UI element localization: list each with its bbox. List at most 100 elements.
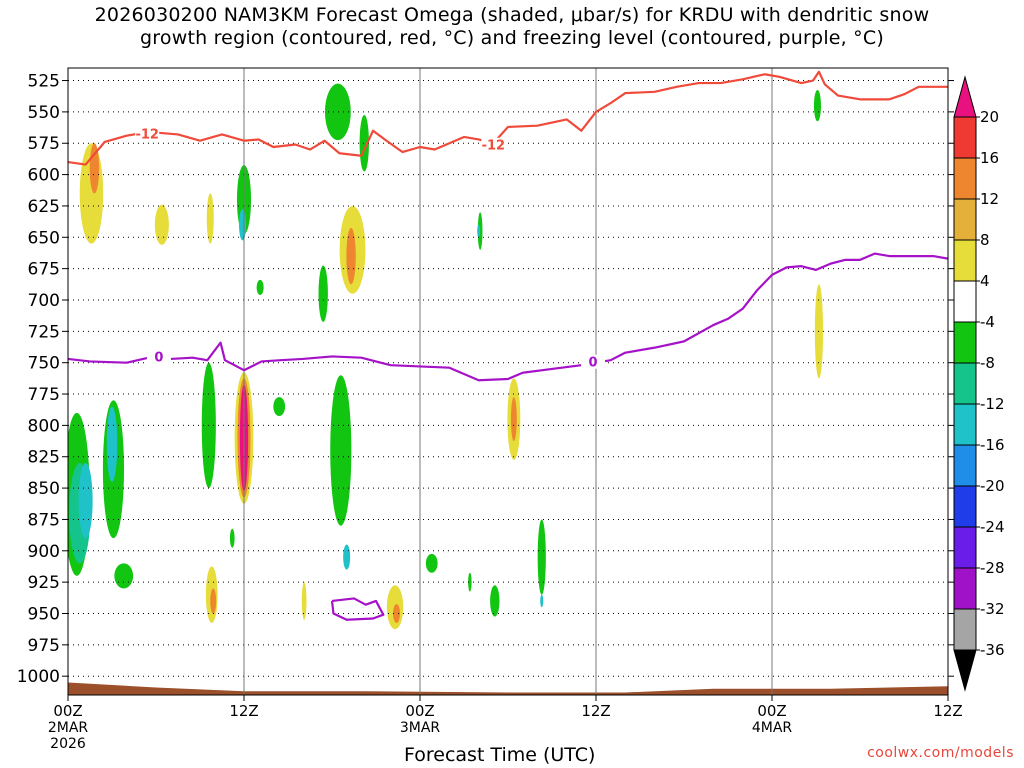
omega-blob <box>330 375 352 526</box>
omega-blob <box>210 588 217 614</box>
omega-blob <box>510 397 517 442</box>
colorbar-label: 4 <box>980 272 990 290</box>
colorbar-bin <box>953 116 977 159</box>
omega-blob <box>813 89 821 122</box>
colorbar-bin <box>953 239 977 282</box>
x-tick-label: 12Z <box>581 702 610 720</box>
x-tick-label: 2026 <box>50 736 86 752</box>
omega-blob <box>273 397 286 416</box>
colorbar-label: 16 <box>980 149 999 167</box>
omega-blob <box>468 572 472 592</box>
snow-growth-contour-line <box>68 70 948 166</box>
colorbar-label: -8 <box>980 354 995 372</box>
omega-blob <box>324 83 351 141</box>
omega-blob <box>106 406 118 482</box>
omega-blob <box>537 519 546 595</box>
omega-blob <box>490 585 500 617</box>
y-tick-label: 725 <box>28 322 60 342</box>
freezing-level-contour-label-bg <box>581 354 606 369</box>
y-tick-label: 925 <box>28 573 60 593</box>
colorbar-bin <box>953 608 977 651</box>
omega-blob <box>239 209 247 241</box>
y-tick-label: 825 <box>28 448 60 468</box>
colorbar-bin <box>953 157 977 200</box>
colorbar-bin <box>953 362 977 405</box>
x-tick-label: 4MAR <box>752 720 793 736</box>
omega-shading-layer <box>68 38 824 630</box>
y-tick-label: 525 <box>28 72 60 92</box>
y-tick-label: 625 <box>28 197 60 217</box>
x-tick-label: 00Z <box>757 702 786 720</box>
colorbar-bin <box>953 444 977 487</box>
freezing-level-contour-label: 0 <box>589 356 598 371</box>
watermark: coolwx.com/models <box>867 745 1014 761</box>
omega-blob <box>540 594 544 608</box>
y-tick-label: 900 <box>28 542 60 562</box>
plot-frame <box>67 67 949 696</box>
x-tick-label: 00Z <box>405 702 434 720</box>
omega-blob <box>477 224 481 238</box>
y-tick-label: 775 <box>28 385 60 405</box>
y-tick-label: 750 <box>28 354 60 374</box>
chart-title: 2026030200 NAM3KM Forecast Omega (shaded… <box>0 4 1024 50</box>
colorbar-label: -36 <box>980 641 1005 659</box>
gridlines <box>68 68 948 695</box>
snow-growth-contour-label-bg <box>135 126 160 141</box>
x-tick-label: 12Z <box>933 702 962 720</box>
omega-blob <box>425 553 438 573</box>
snow-growth-contour-label-bg <box>481 137 506 152</box>
colorbar-label: -28 <box>980 559 1005 577</box>
colorbar-bin <box>953 526 977 569</box>
contour-layer: -12 -12 0 0 <box>68 70 948 621</box>
snow-growth-contour-label: -12 <box>482 139 506 154</box>
colorbar: 20 16 12 8 4 -4 -8 -12 -16 -20 -24 -28 -32 -36 <box>953 75 1005 692</box>
omega-blob <box>343 544 351 570</box>
colorbar-label: -16 <box>980 436 1005 454</box>
chart-title-line2: growth region (contoured, red, °C) and f… <box>140 27 884 49</box>
y-tick-label: 675 <box>28 260 60 280</box>
x-tick-label: 2MAR <box>48 720 89 736</box>
omega-blob <box>78 463 93 539</box>
colorbar-bottom-arrow <box>953 649 977 692</box>
freezing-level-contour-label-bg <box>146 349 171 364</box>
omega-blob <box>318 265 328 322</box>
omega-blob <box>114 563 134 589</box>
colorbar-label: 8 <box>980 231 990 249</box>
y-tick-label: 1000 <box>17 667 60 687</box>
axes: 525 550 575 600 625 650 675 700 725 750 775 800 825 8… <box>17 72 963 752</box>
colorbar-label: -4 <box>980 313 995 331</box>
omega-blob <box>206 193 214 244</box>
colorbar-label: -12 <box>980 395 1005 413</box>
colorbar-bin <box>953 567 977 610</box>
colorbar-label: 20 <box>980 108 999 126</box>
y-tick-label: 850 <box>28 479 60 499</box>
freezing-level-contour-line <box>68 252 948 382</box>
colorbar-bin <box>953 321 977 364</box>
y-tick-label: 575 <box>28 134 60 154</box>
terrain-fill <box>68 682 948 695</box>
y-tick-label: 800 <box>28 416 60 436</box>
colorbar-label: -20 <box>980 477 1005 495</box>
terrain-layer <box>68 682 948 695</box>
colorbar-bin <box>953 280 977 323</box>
y-tick-label: 550 <box>28 103 60 123</box>
colorbar-bin <box>953 485 977 528</box>
omega-blob <box>346 227 356 285</box>
colorbar-top-arrow <box>953 75 977 118</box>
omega-blob <box>301 582 307 620</box>
y-tick-label: 700 <box>28 291 60 311</box>
omega-blob <box>359 115 369 172</box>
snow-growth-contour-label: -12 <box>135 127 159 142</box>
chart-title-line1: 2026030200 NAM3KM Forecast Omega (shaded… <box>94 4 930 26</box>
y-tick-label: 950 <box>28 604 60 624</box>
x-tick-label: 00Z <box>53 702 82 720</box>
colorbar-bin <box>953 403 977 446</box>
colorbar-label: 12 <box>980 190 999 208</box>
x-tick-label: 3MAR <box>400 720 441 736</box>
y-tick-label: 875 <box>28 510 60 530</box>
omega-blob <box>313 38 322 61</box>
colorbar-label: -24 <box>980 518 1005 536</box>
y-tick-label: 650 <box>28 228 60 248</box>
y-tick-label: 600 <box>28 166 60 186</box>
